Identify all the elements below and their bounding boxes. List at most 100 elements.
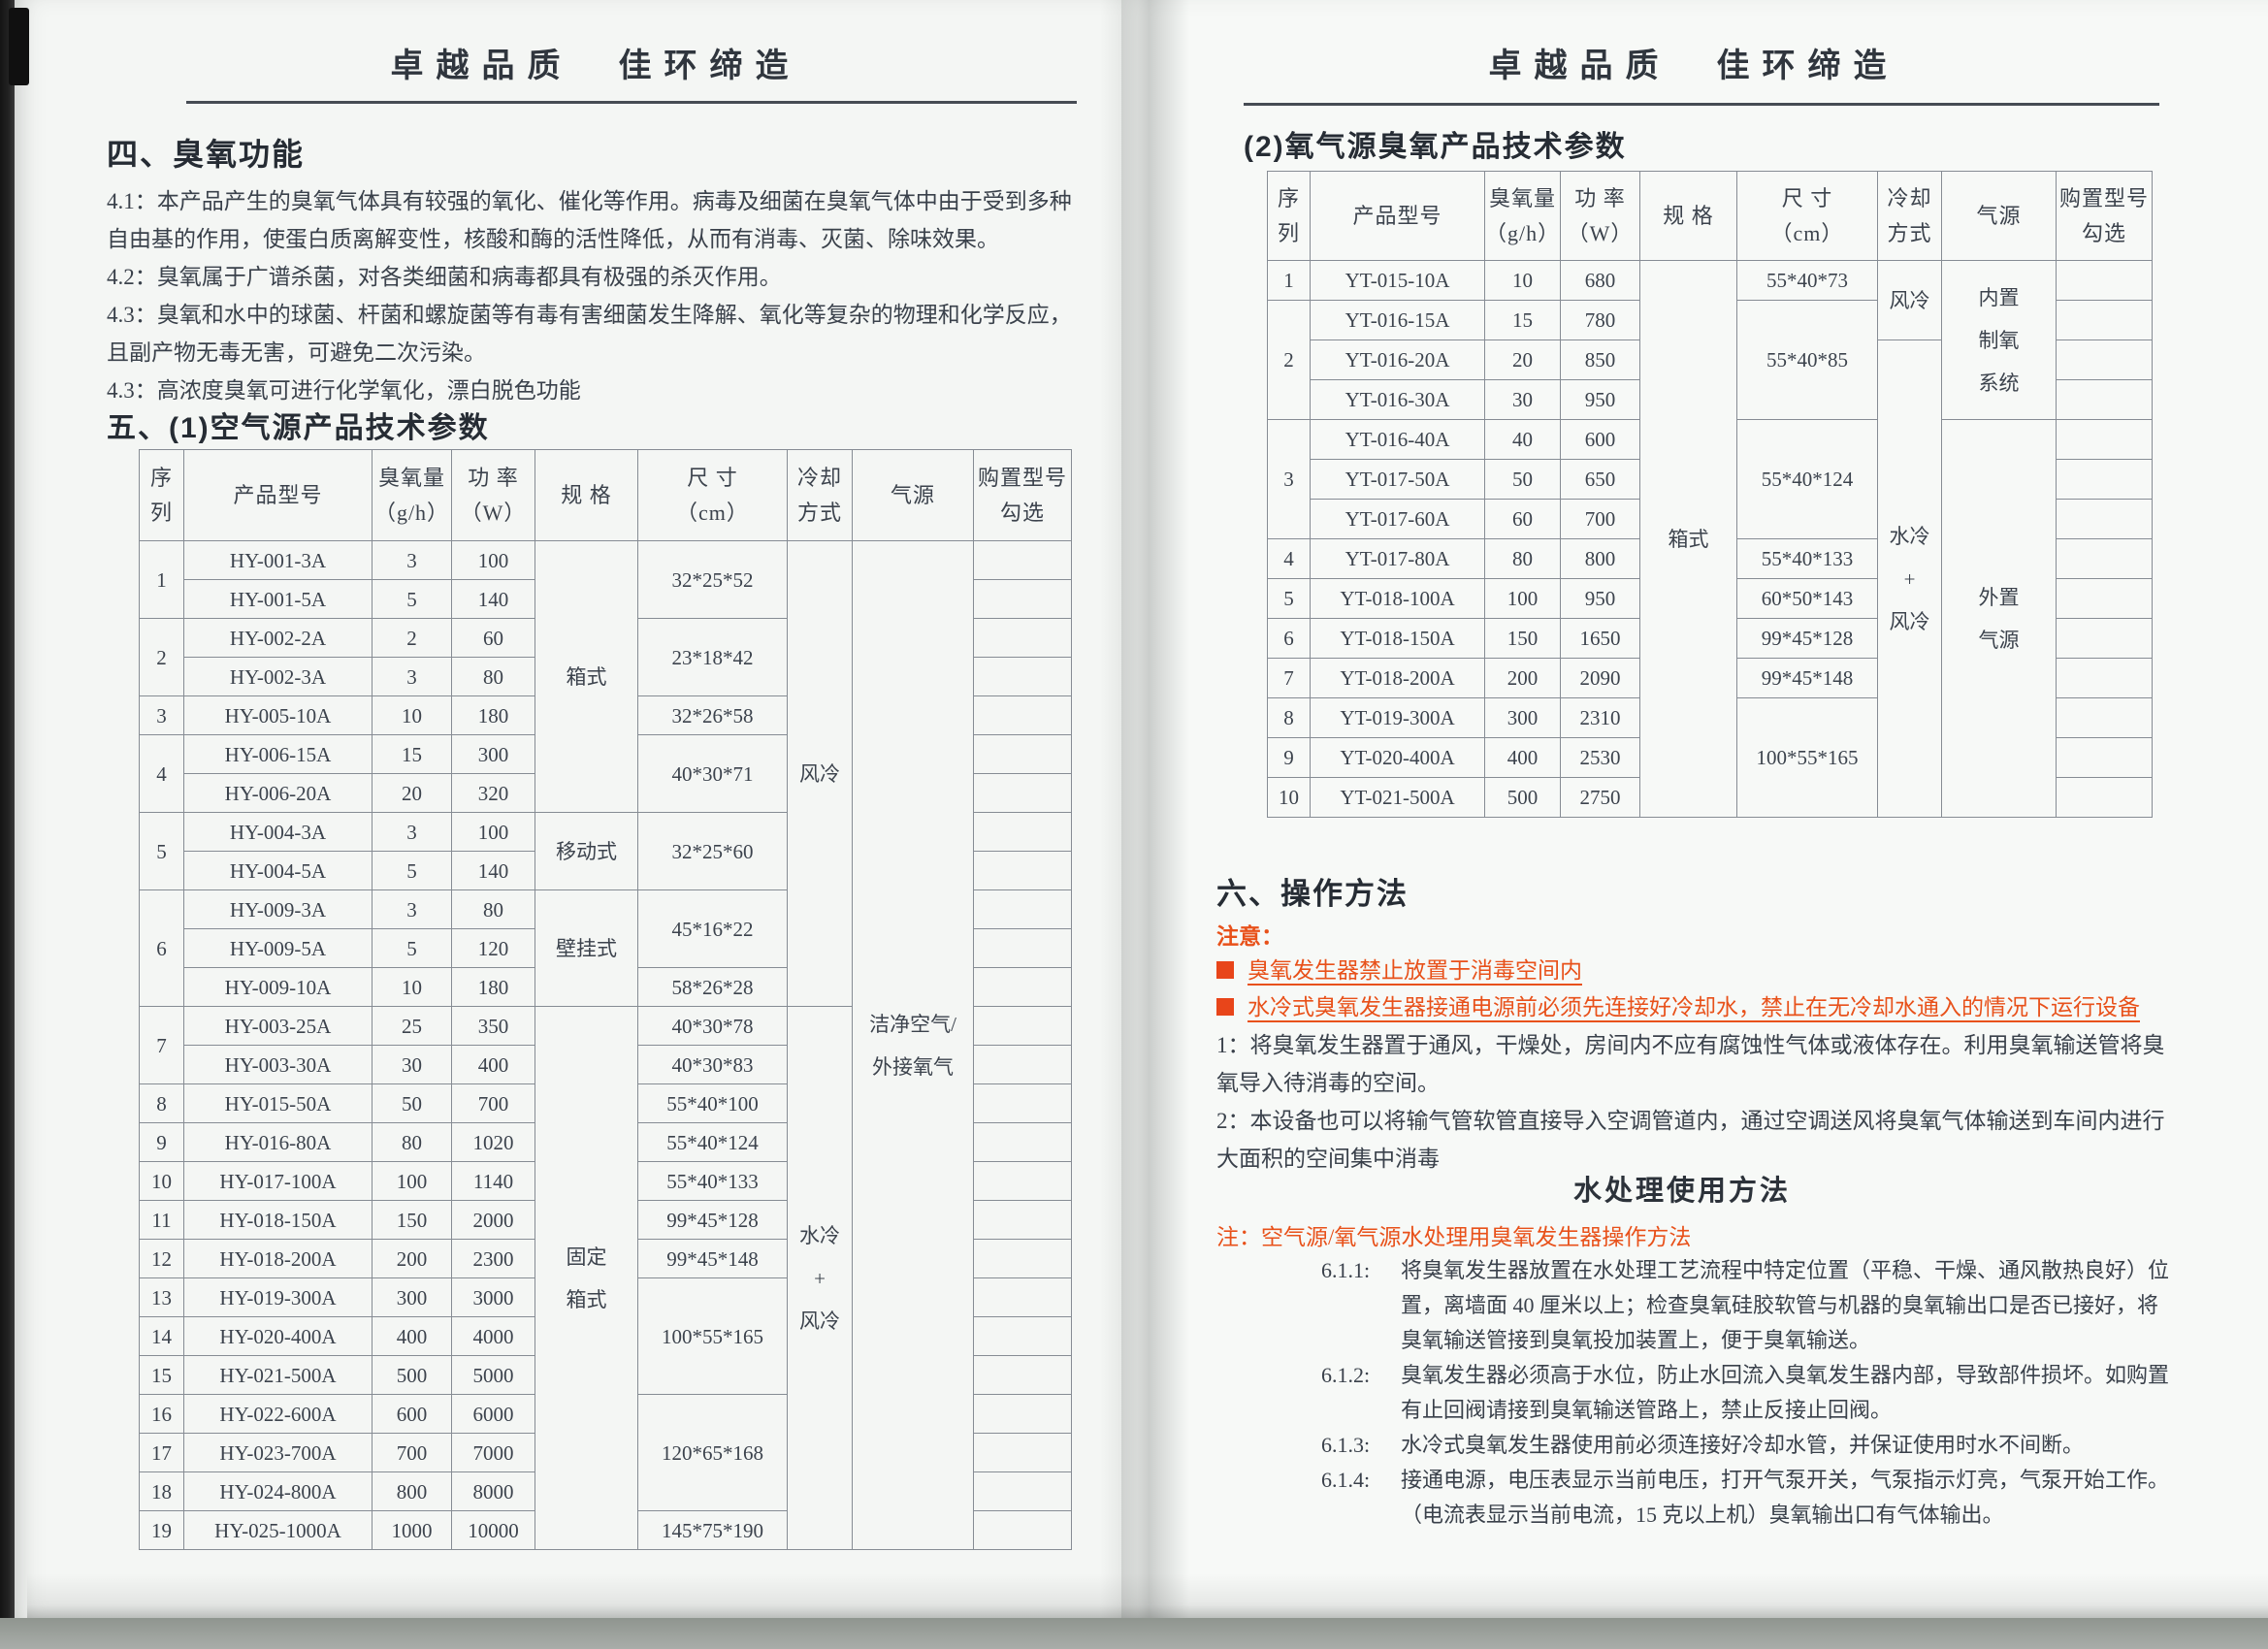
cell-ozone: 3 (372, 889, 452, 929)
table-row: YT-017-50A 50 650 (1268, 459, 2153, 500)
cell-check (2056, 737, 2153, 778)
cell-check (973, 734, 1072, 774)
oxygen-table-title: (2)氧气源臭氧产品技术参数 (1244, 131, 1627, 163)
cell-cooling: 风冷 (1877, 260, 1942, 340)
cell-model: HY-002-2A (183, 618, 373, 658)
cell-ozone: 25 (372, 1006, 452, 1046)
table-row: HY-009-5A 5 120 (140, 928, 1072, 968)
cell-size: 32*25*52 (637, 540, 788, 619)
cell-size: 40*30*78 (637, 1006, 788, 1046)
table-row: 14 HY-020-400A 400 4000 (139, 1316, 1072, 1356)
table-row: 17 HY-023-700A 700 7000 (139, 1433, 1072, 1472)
text-line: 4.2：臭氧属于广谱杀菌，对各类细菌和病毒都具有极强的杀灭作用。 (107, 265, 782, 289)
step-label: 6.1.4: (1321, 1468, 1371, 1492)
header-cell: 气源 (1941, 171, 2057, 261)
cell-spec: 壁挂式 (535, 889, 638, 1007)
ozone-function-paragraphs: 4.1：本产品产生的臭氧气体具有较强的氧化、催化等作用。病毒及细菌在臭氧气体中由… (107, 182, 1096, 409)
cell-check (973, 657, 1072, 696)
cell-model: HY-004-5A (183, 851, 373, 890)
cell-power: 2310 (1560, 697, 1640, 738)
cell-size: 99*45*128 (637, 1200, 788, 1240)
cell-seq: 9 (1267, 737, 1311, 778)
cell-check (973, 1355, 1072, 1395)
cell-seq: 10 (139, 1161, 184, 1201)
cell-model: YT-016-20A (1310, 340, 1485, 380)
cell-model: YT-018-100A (1310, 578, 1485, 619)
table-row: YT-016-30A 30 950 (1268, 379, 2153, 420)
text-line: 有止回阀请接到臭氧输送管路上，禁止反接止回阀。 (1401, 1398, 1893, 1422)
header-cell: 产品型号 (1310, 171, 1485, 261)
cell-spec: 移动式 (535, 812, 638, 890)
header-cell: 购置型号 勾选 (2056, 171, 2153, 261)
cell-model: HY-009-3A (183, 889, 373, 929)
cell-ozone: 80 (372, 1122, 452, 1162)
cell-model: YT-015-10A (1310, 260, 1485, 301)
table-row: 11 HY-018-150A 150 2000 99*45*128 (139, 1200, 1072, 1240)
cell-check (2056, 379, 2153, 420)
procedure-step: 6.1.3: 水冷式臭氧发生器使用前必须连接好冷却水管，并保证使用时水不间断。 (1321, 1428, 2155, 1463)
table-row: HY-003-30A 30 400 40*30*83 (140, 1045, 1072, 1084)
cell-seq: 2 (1267, 300, 1311, 420)
cell-power: 8000 (451, 1471, 535, 1511)
notice-bullet: 水冷式臭氧发生器接通电源前必须先连接好冷却水，禁止在无冷却水通入的情况下运行设备 (1216, 989, 2140, 1026)
cell-check (973, 1083, 1072, 1123)
cell-ozone: 400 (1484, 737, 1561, 778)
cell-seq: 3 (1267, 419, 1311, 539)
cell-seq: 1 (139, 540, 184, 619)
table-row: 19 HY-025-1000A 1000 10000 145*75*190 (139, 1510, 1072, 1550)
step-text: 臭氧发生器必须高于水位，防止水回流入臭氧发生器内部，导致部件损坏。如购置 有止回阀… (1401, 1358, 2169, 1428)
cell-ozone: 3 (372, 812, 452, 852)
cell-model: HY-003-25A (183, 1006, 373, 1046)
cell-power: 950 (1560, 379, 1640, 420)
table-row: 7 HY-003-25A 25 350 固定 箱式 40*30*78 水冷 + 风冷 (139, 1006, 1072, 1550)
cell-check (973, 851, 1072, 890)
cell-model: HY-002-3A (183, 657, 373, 696)
cell-size: 45*16*22 (637, 889, 788, 968)
cell-seq: 14 (139, 1316, 184, 1356)
notice-bullet: 臭氧发生器禁止放置于消毒空间内 (1216, 953, 2140, 989)
cell-size: 99*45*148 (637, 1239, 788, 1278)
cell-size: 55*40*124 (1736, 419, 1878, 539)
cell-size: 145*75*190 (637, 1510, 788, 1550)
cell-model: YT-016-30A (1310, 379, 1485, 420)
cell-ozone: 800 (372, 1471, 452, 1511)
cell-size: 55*40*124 (637, 1122, 788, 1162)
cell-power: 100 (451, 540, 535, 580)
cell-check (973, 1200, 1072, 1240)
procedure-step: 6.1.4: 接通电源，电压表显示当前电压，打开气泵开关，气泵指示灯亮，气泵开始工… (1321, 1463, 2169, 1533)
text-line: 将臭氧发生器放置在水处理工艺流程中特定位置（平稳、干燥、通风散热良好）位 (1401, 1258, 2170, 1282)
table-row: 1 YT-015-10A 10 680 箱式 55*40*73 风冷 内置 制氧 系统 (1267, 260, 2153, 818)
cell-power: 120 (451, 928, 535, 968)
table-row: 4 HY-006-15A 15 300 40*30*71 (139, 734, 1072, 813)
header-cell: 功 率 （W） (1560, 171, 1640, 261)
header-cell: 冷却 方式 (787, 449, 853, 541)
cell-power: 5000 (451, 1355, 535, 1395)
cell-check (973, 1433, 1072, 1472)
cell-power: 1650 (1560, 618, 1640, 659)
header-cell: 规 格 (535, 449, 638, 541)
cell-model: YT-021-500A (1310, 777, 1485, 818)
cell-model: YT-019-300A (1310, 697, 1485, 738)
cell-size: 100*55*165 (637, 1277, 788, 1395)
notice-bullets: 臭氧发生器禁止放置于消毒空间内 水冷式臭氧发生器接通电源前必须先连接好冷却水，禁止… (1216, 953, 2140, 1026)
cell-power: 600 (1560, 419, 1640, 460)
cell-seq: 12 (139, 1239, 184, 1278)
cell-power: 800 (1560, 538, 1640, 579)
cell-power: 650 (1560, 459, 1640, 500)
cell-cooling: 水冷 + 风冷 (1877, 340, 1942, 818)
cell-ozone: 2 (372, 618, 452, 658)
cell-ozone: 300 (372, 1277, 452, 1317)
header-cell: 气源 (852, 449, 974, 541)
cell-check (973, 1239, 1072, 1278)
header-cell: 臭氧量 （g/h） (1484, 171, 1561, 261)
step-label: 6.1.2: (1321, 1363, 1371, 1387)
cell-check (973, 540, 1072, 580)
cell-power: 2300 (451, 1239, 535, 1278)
cell-model: HY-003-30A (183, 1045, 373, 1084)
text-line: 且副产物无毒无害，可避免二次污染。 (107, 340, 486, 365)
cell-check (973, 1045, 1072, 1084)
text-line: 置，离墙面 40 厘米以上；检查臭氧硅胶软管与机器的臭氧输出口是否已接好，将 (1401, 1293, 2159, 1317)
cell-seq: 19 (139, 1510, 184, 1550)
scan-edge-strip (0, 0, 15, 1649)
